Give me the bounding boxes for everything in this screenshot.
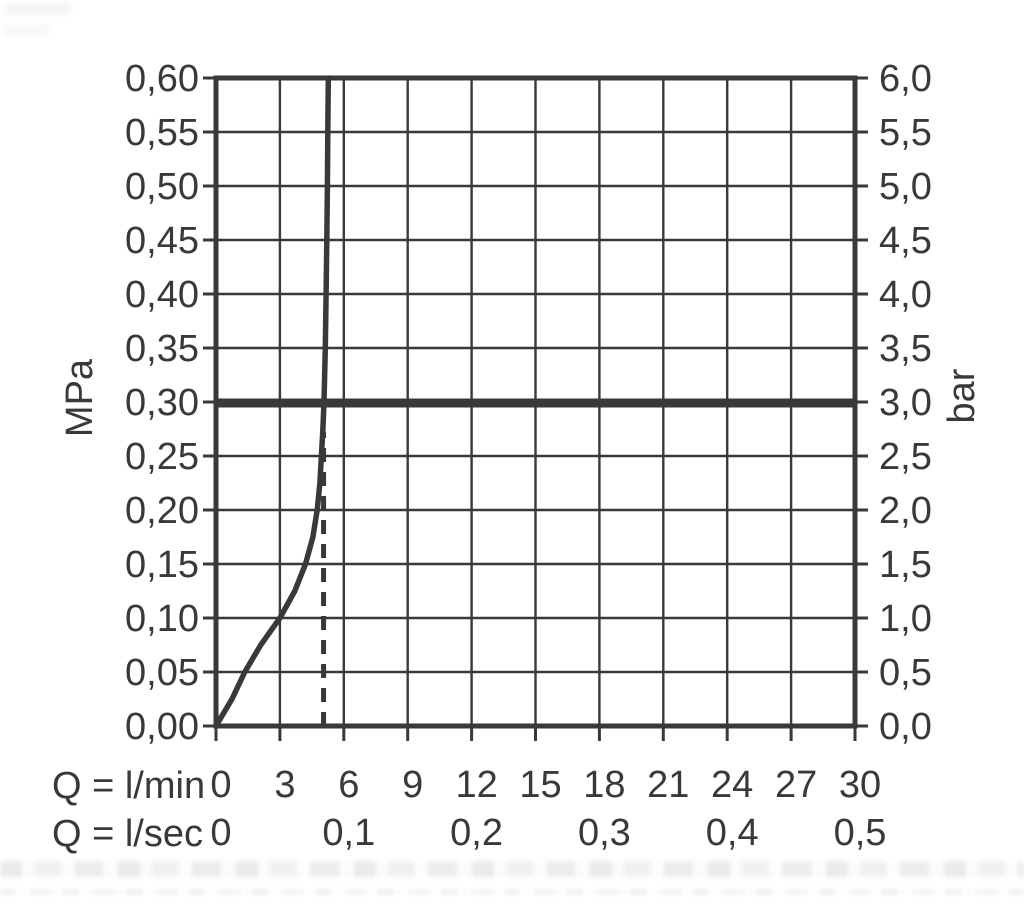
- x-lmin-tick-label: 21: [647, 764, 689, 806]
- y-left-tick-label: 0,60: [125, 58, 199, 100]
- y-right-tick-label: 1,0: [879, 598, 932, 640]
- y-left-tick-label: 0,55: [125, 112, 199, 154]
- y-right-tick-label: 4,0: [879, 274, 932, 316]
- x-lmin-tick-label: 24: [711, 764, 753, 806]
- y-left-tick-label: 0,00: [125, 706, 199, 748]
- y-right-tick-label: 2,0: [879, 490, 932, 532]
- y-right-tick-label: 6,0: [879, 58, 932, 100]
- x-lsec-tick-label: 0,2: [450, 812, 503, 854]
- x-lmin-tick-label: 6: [338, 764, 359, 806]
- y-left-tick-label: 0,10: [125, 598, 199, 640]
- x-lsec-tick-label: 0,3: [578, 812, 631, 854]
- y-left-tick-label: 0,20: [125, 490, 199, 532]
- y-left-tick-label: 0,35: [125, 328, 199, 370]
- x-lsec-tick-label: 0,1: [322, 812, 375, 854]
- x-lsec-tick-label: 0,4: [706, 812, 759, 854]
- y-right-tick-label: 3,0: [879, 382, 932, 424]
- x-lmin-tick-label: 27: [775, 764, 817, 806]
- y-right-tick-label: 0,0: [879, 706, 932, 748]
- x-lmin-tick-label: 9: [402, 764, 423, 806]
- y-left-tick-label: 0,40: [125, 274, 199, 316]
- y-right-tick-label: 5,5: [879, 112, 932, 154]
- y-right-tick-label: 5,0: [879, 166, 932, 208]
- y-left-tick-label: 0,15: [125, 544, 199, 586]
- y-right-tick-label: 4,5: [879, 220, 932, 262]
- x-lsec-tick-label: 0,5: [834, 812, 887, 854]
- x-lmin-tick-label: 12: [455, 764, 497, 806]
- y-left-tick-label: 0,25: [125, 436, 199, 478]
- x-lmin-tick-label: 0: [210, 764, 231, 806]
- y-left-axis-unit-label: MPa: [59, 358, 101, 438]
- y-right-tick-label: 1,5: [879, 544, 932, 586]
- y-right-tick-label: 3,5: [879, 328, 932, 370]
- x-lsec-tick-label: 0: [210, 812, 231, 854]
- x-lmin-tick-label: 15: [519, 764, 561, 806]
- x-lmin-tick-label: 18: [583, 764, 625, 806]
- y-left-tick-label: 0,05: [125, 652, 199, 694]
- x-lmin-tick-label: 3: [274, 764, 295, 806]
- flow-curve: [213, 75, 332, 729]
- x-axis-lmin-unit-label: Q = l/min: [52, 765, 206, 807]
- x-axis-lsec-unit-label: Q = l/sec: [52, 813, 203, 855]
- y-right-axis-unit-label: bar: [941, 368, 983, 424]
- y-left-tick-label: 0,45: [125, 220, 199, 262]
- y-left-tick-label: 0,50: [125, 166, 199, 208]
- y-right-tick-label: 2,5: [879, 436, 932, 478]
- y-right-tick-label: 0,5: [879, 652, 932, 694]
- x-lmin-tick-label: 30: [839, 764, 881, 806]
- y-left-tick-label: 0,30: [125, 382, 199, 424]
